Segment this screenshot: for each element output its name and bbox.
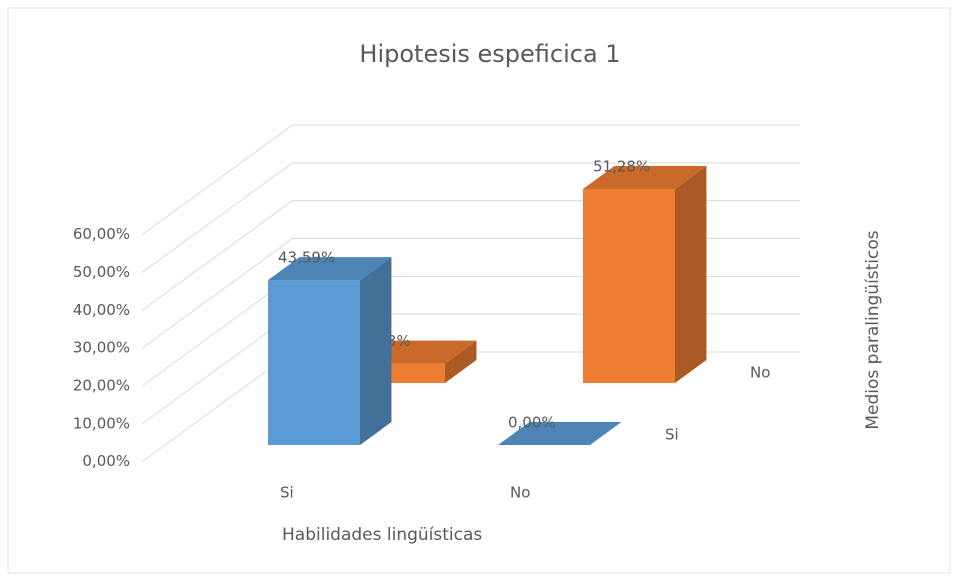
bar-top: [498, 422, 622, 445]
grid-line: [141, 162, 800, 273]
y-tick-label: 60,00%: [73, 225, 130, 243]
depth-tick-label: No: [750, 364, 770, 382]
y-tick-label: 10,00%: [73, 414, 130, 432]
chart-title: Hipotesis espeficica 1: [359, 40, 620, 68]
depth-axis-title: Medios paralingüísticos: [863, 230, 883, 429]
x-axis-title: Habilidades lingüísticas: [282, 525, 482, 545]
bar-side: [445, 340, 477, 383]
bar-top: [268, 257, 392, 281]
bar-front: [583, 188, 675, 383]
grid-line: [141, 124, 800, 236]
data-label: 43,59%: [278, 249, 335, 267]
x-tick-label: No: [510, 484, 530, 502]
depth-tick-label: Si: [665, 426, 679, 444]
data-label: 51,28%: [593, 157, 650, 175]
y-tick-label: 20,00%: [73, 377, 130, 395]
bar: [268, 257, 392, 445]
y-tick-label: 0,00%: [82, 452, 130, 470]
bar: [583, 166, 707, 383]
bar: [498, 422, 622, 445]
y-tick-label: 40,00%: [73, 301, 130, 319]
data-label: 0,00%: [508, 414, 556, 432]
bar-front: [268, 280, 360, 445]
x-tick-label: Si: [280, 484, 294, 502]
y-tick-label: 30,00%: [73, 339, 130, 357]
bar-side: [675, 166, 707, 383]
y-tick-label: 50,00%: [73, 263, 130, 281]
bar-top: [583, 166, 707, 189]
chart-frame: [7, 7, 951, 574]
bar-side: [360, 257, 392, 445]
